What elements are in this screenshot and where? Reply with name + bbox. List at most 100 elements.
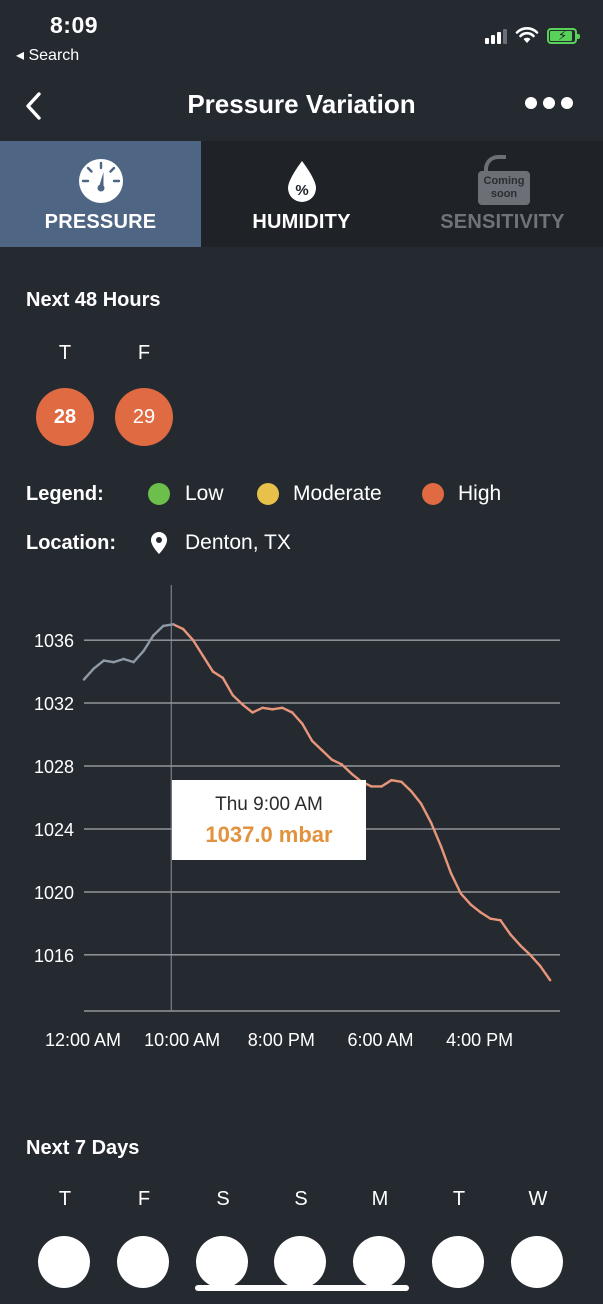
pressure-line-segment — [300, 722, 314, 743]
y-tick-label: 1036 — [34, 631, 74, 651]
pressure-data-point — [241, 703, 244, 706]
pressure-data-point — [380, 785, 383, 788]
pressure-line-segment — [82, 667, 96, 681]
pressure-data-point — [152, 634, 155, 637]
pressure-line-segment — [330, 758, 344, 766]
pressure-line-segment — [419, 802, 433, 824]
pressure-data-point — [459, 892, 463, 895]
wifi-icon — [515, 27, 539, 43]
week-day-letter: W — [528, 1188, 548, 1210]
tooltip-value: 1037.0 mbar — [205, 822, 333, 847]
location-value: Denton, TX — [185, 531, 291, 554]
pressure-data-point — [261, 706, 264, 709]
pressure-line-segment — [162, 623, 175, 628]
tooltip-time: Thu 9:00 AM — [215, 794, 323, 815]
more-options-icon[interactable] — [525, 97, 573, 109]
pressure-line-segment — [429, 821, 443, 848]
pressure-data-point — [330, 758, 334, 761]
legend-high-dot — [422, 483, 444, 505]
pressure-line-segment — [489, 917, 502, 922]
pressure-data-point — [410, 790, 413, 793]
pressure-data-point — [509, 933, 512, 936]
week-day-circle[interactable] — [38, 1236, 90, 1288]
pressure-line-segment — [538, 964, 552, 982]
y-tick-label: 1016 — [34, 946, 74, 966]
day-pressure-circle[interactable]: 28 — [36, 388, 94, 446]
x-tick-label: 6:00 AM — [347, 1030, 413, 1050]
tab-pressure[interactable]: PRESSURE — [0, 141, 201, 247]
pressure-data-point — [251, 711, 254, 714]
home-indicator — [195, 1285, 409, 1291]
chart-tooltip: Thu 9:00 AM 1037.0 mbar — [172, 780, 366, 860]
week-day-circle[interactable] — [196, 1236, 248, 1288]
legend-high-label: High — [458, 482, 502, 505]
pressure-data-point — [281, 706, 284, 709]
pressure-line-segment — [410, 790, 423, 805]
pressure-line-segment — [380, 778, 393, 788]
pressure-data-point — [102, 659, 106, 662]
pressure-line-segment — [152, 624, 165, 637]
y-tick-label: 1032 — [34, 694, 74, 714]
tab-sensitivity[interactable]: Coming soon SENSITIVITY — [402, 141, 603, 247]
humidity-drop-icon: % — [287, 161, 316, 202]
y-tick-label: 1020 — [34, 883, 74, 903]
pressure-line-segment — [469, 903, 482, 914]
pressure-data-point — [400, 780, 403, 783]
pressure-data-point — [529, 953, 532, 957]
pressure-data-point — [82, 678, 86, 681]
day-pressure-circle[interactable]: 29 — [115, 388, 173, 446]
pressure-data-point — [499, 919, 502, 922]
pressure-data-point — [449, 871, 453, 875]
pressure-line-segment — [132, 649, 145, 664]
pressure-data-point — [221, 676, 225, 680]
y-tick-label: 1024 — [34, 820, 74, 840]
week-day-circle[interactable] — [274, 1236, 326, 1288]
pressure-chart[interactable]: 1016 1020 1024 1028 1032 1036 12:00 AM 10:00 AM… — [0, 580, 603, 1060]
location-pin-icon — [151, 532, 167, 554]
back-to-search-link[interactable]: ◂ Search — [16, 47, 80, 64]
pressure-data-point — [271, 708, 274, 711]
pressure-line-segment — [529, 953, 542, 968]
tab-pressure-label: PRESSURE — [44, 211, 157, 233]
pressure-data-point — [390, 778, 393, 782]
status-icons: ⚡ — [485, 26, 580, 44]
pressure-line-segment — [231, 693, 244, 706]
day-letter: F — [137, 342, 151, 364]
week-day-circle[interactable] — [432, 1236, 484, 1288]
svg-text:%: % — [295, 182, 308, 199]
status-time: 8:09 — [50, 12, 99, 38]
legend-low-label: Low — [185, 482, 224, 505]
week-day-circle[interactable] — [117, 1236, 169, 1288]
pressure-data-point — [340, 763, 344, 766]
back-chevron-icon[interactable] — [22, 90, 46, 122]
pressure-line-segment — [519, 944, 532, 957]
pressure-line-segment — [211, 670, 225, 680]
pressure-data-point — [231, 693, 234, 697]
pressure-line-segment — [261, 706, 274, 711]
pressure-data-point — [132, 660, 135, 664]
pressure-line-segment — [112, 657, 125, 664]
gauge-icon — [78, 159, 123, 203]
pressure-data-point — [479, 911, 482, 914]
pressure-data-point — [469, 903, 472, 906]
pressure-data-point — [162, 624, 165, 628]
week-day-letter: F — [137, 1188, 151, 1210]
pressure-data-point — [489, 917, 492, 920]
pressure-line-segment — [181, 627, 195, 642]
pressure-line-segment — [271, 706, 284, 711]
pressure-line-segment — [509, 933, 522, 947]
pressure-line-segment — [241, 703, 254, 714]
tab-bar: PRESSURE % HUMIDITY Coming soon SENSITIV… — [0, 141, 603, 247]
week-day-letter: M — [371, 1188, 389, 1210]
pressure-data-point — [181, 627, 185, 631]
coming-soon-badge: Coming soon — [478, 171, 530, 205]
week-day-circle[interactable] — [511, 1236, 563, 1288]
pressure-data-point — [92, 667, 96, 670]
pressure-data-point — [191, 638, 195, 642]
pressure-data-point — [320, 749, 324, 752]
pressure-line-segment — [102, 659, 115, 664]
pressure-line-segment — [251, 706, 264, 714]
week-day-circle[interactable] — [353, 1236, 405, 1288]
tab-humidity[interactable]: % HUMIDITY — [201, 141, 402, 247]
pressure-data-point — [519, 944, 522, 947]
